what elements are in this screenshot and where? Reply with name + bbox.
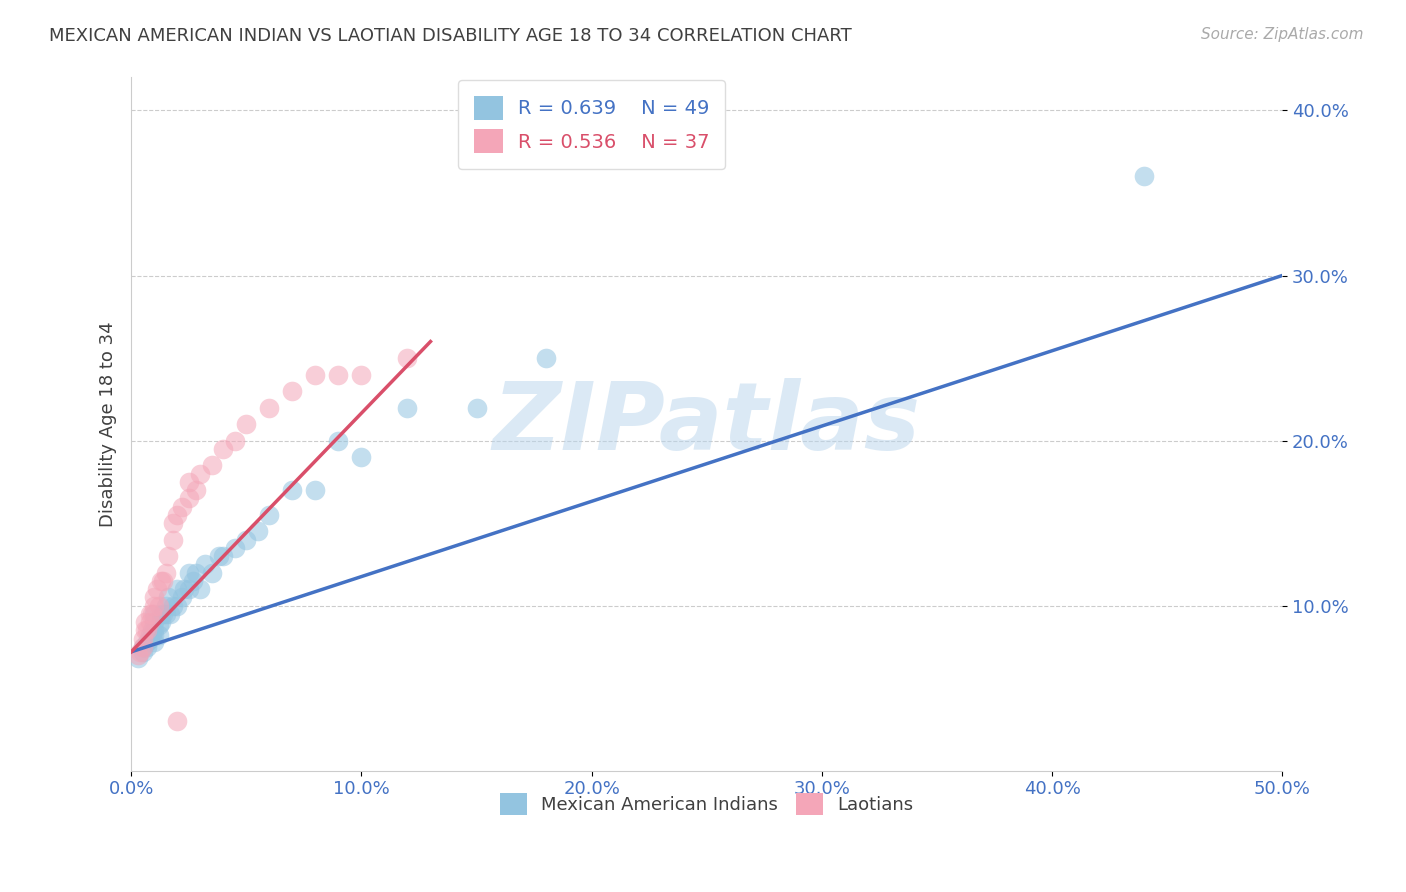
Point: [152, 607, 174, 621]
Point: [328, 368, 350, 382]
Point: [173, 582, 195, 596]
Point: [188, 467, 211, 481]
Text: ZIPatlas: ZIPatlas: [492, 378, 921, 470]
Point: [188, 582, 211, 596]
Point: [259, 508, 281, 522]
Point: [134, 615, 156, 629]
Point: [208, 549, 231, 563]
Point: [132, 632, 155, 646]
Point: [138, 607, 160, 621]
Point: [534, 351, 557, 365]
Point: [129, 645, 152, 659]
Point: [159, 607, 181, 621]
Point: [132, 645, 155, 659]
Y-axis label: Disability Age 18 to 34: Disability Age 18 to 34: [100, 321, 117, 527]
Point: [141, 628, 163, 642]
Point: [127, 651, 149, 665]
Point: [157, 591, 180, 605]
Point: [201, 566, 224, 580]
Point: [143, 615, 166, 629]
Legend: Mexican American Indians, Laotians: Mexican American Indians, Laotians: [491, 784, 922, 824]
Point: [143, 591, 166, 605]
Point: [201, 458, 224, 473]
Point: [281, 384, 304, 398]
Point: [246, 524, 269, 539]
Point: [212, 549, 235, 563]
Point: [141, 607, 163, 621]
Point: [138, 628, 160, 642]
Point: [304, 483, 326, 497]
Point: [212, 442, 235, 456]
Point: [155, 607, 177, 621]
Point: [148, 599, 170, 613]
Point: [152, 574, 174, 588]
Point: [235, 533, 257, 547]
Point: [304, 368, 326, 382]
Point: [177, 475, 200, 489]
Point: [166, 582, 188, 596]
Point: [155, 599, 177, 613]
Point: [166, 714, 188, 728]
Point: [150, 574, 173, 588]
Point: [235, 417, 257, 431]
Point: [150, 615, 173, 629]
Point: [148, 618, 170, 632]
Point: [224, 434, 246, 448]
Point: [350, 450, 373, 464]
Point: [396, 401, 419, 415]
Point: [465, 401, 488, 415]
Point: [177, 491, 200, 506]
Point: [141, 624, 163, 638]
Point: [166, 599, 188, 613]
Point: [259, 401, 281, 415]
Point: [148, 628, 170, 642]
Point: [194, 558, 217, 572]
Point: [143, 624, 166, 638]
Point: [162, 599, 184, 613]
Point: [350, 368, 373, 382]
Point: [127, 648, 149, 662]
Point: [155, 566, 177, 580]
Text: Source: ZipAtlas.com: Source: ZipAtlas.com: [1201, 27, 1364, 42]
Point: [143, 635, 166, 649]
Point: [132, 640, 155, 654]
Point: [170, 500, 193, 514]
Point: [138, 632, 160, 646]
Point: [184, 566, 207, 580]
Point: [157, 549, 180, 563]
Point: [132, 640, 155, 654]
Point: [143, 599, 166, 613]
Point: [396, 351, 419, 365]
Point: [136, 624, 159, 638]
Text: MEXICAN AMERICAN INDIAN VS LAOTIAN DISABILITY AGE 18 TO 34 CORRELATION CHART: MEXICAN AMERICAN INDIAN VS LAOTIAN DISAB…: [49, 27, 852, 45]
Point: [183, 574, 205, 588]
Point: [143, 628, 166, 642]
Point: [162, 516, 184, 530]
Point: [177, 582, 200, 596]
Point: [134, 624, 156, 638]
Point: [166, 508, 188, 522]
Point: [143, 607, 166, 621]
Point: [224, 541, 246, 555]
Point: [150, 607, 173, 621]
Point: [281, 483, 304, 497]
Point: [138, 615, 160, 629]
Point: [145, 582, 167, 596]
Point: [184, 483, 207, 497]
Point: [136, 635, 159, 649]
Point: [162, 533, 184, 547]
Point: [328, 434, 350, 448]
Point: [136, 640, 159, 654]
Point: [177, 566, 200, 580]
Point: [1133, 169, 1156, 184]
Point: [170, 591, 193, 605]
